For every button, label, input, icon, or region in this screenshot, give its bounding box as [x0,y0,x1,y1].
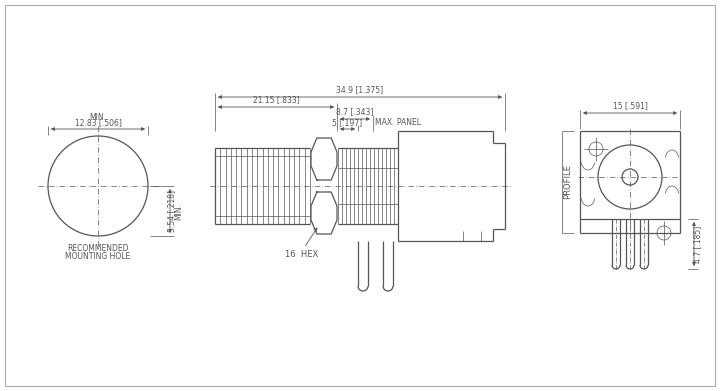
Text: MAX. PANEL: MAX. PANEL [375,118,421,127]
Text: 8.7 [.343]: 8.7 [.343] [336,107,374,116]
Text: MOUNTING HOLE: MOUNTING HOLE [66,252,130,261]
Text: 5.54 [.218]: 5.54 [.218] [168,190,176,232]
Text: PROFILE: PROFILE [564,165,572,199]
Text: 4.7 [.185]: 4.7 [.185] [693,225,703,263]
Text: 16  HEX: 16 HEX [285,250,319,259]
Text: RECOMMENDED: RECOMMENDED [67,244,129,253]
Text: 5 [.197]: 5 [.197] [333,118,363,127]
Text: MIN.: MIN. [89,113,107,122]
Text: 21.15 [.833]: 21.15 [.833] [253,95,300,104]
Text: 12.83 [.506]: 12.83 [.506] [75,118,122,127]
Text: MIN.: MIN. [174,203,183,219]
Text: 15 [.591]: 15 [.591] [613,101,647,110]
Text: 34.9 [1.375]: 34.9 [1.375] [336,85,384,94]
